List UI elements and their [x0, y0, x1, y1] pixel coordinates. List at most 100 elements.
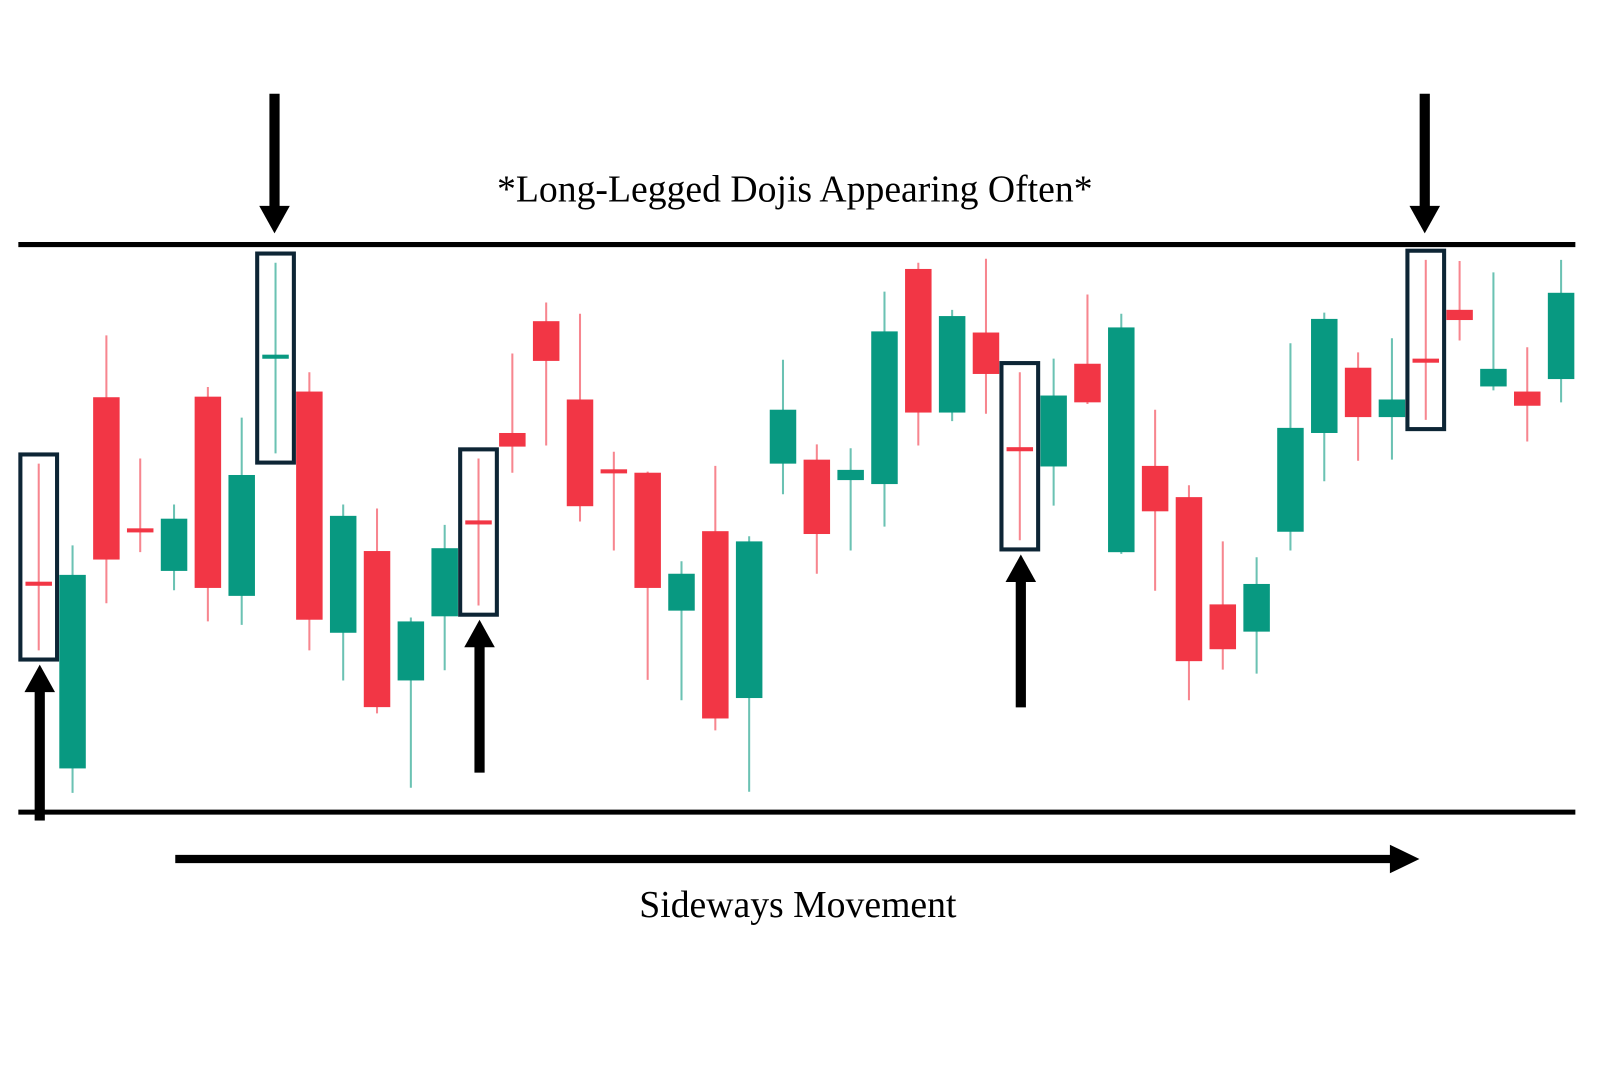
candle-bullish: [1378, 338, 1406, 460]
arrow-up-icon: [1005, 554, 1037, 708]
candle-bearish: [1514, 347, 1541, 442]
candle-body: [1378, 399, 1406, 418]
candle-bullish: [837, 448, 864, 551]
candle-body: [871, 331, 898, 485]
arrow-down-shaft: [269, 93, 280, 209]
candle-body: [905, 268, 932, 413]
doji-highlight-box: [18, 452, 60, 662]
candle-body: [1209, 604, 1237, 650]
candle-body: [735, 541, 763, 699]
arrow-up-head: [1005, 554, 1037, 583]
candle-bullish: [329, 504, 357, 681]
candle-bearish: [1446, 261, 1473, 341]
candle-bearish: [126, 458, 154, 553]
candle-body: [59, 574, 86, 769]
candle-body: [972, 332, 1000, 374]
candle-body: [1175, 497, 1203, 662]
candle-body: [25, 581, 52, 586]
arrow-down-head: [259, 205, 290, 234]
candle-bullish: [397, 617, 425, 788]
candle-body: [160, 518, 188, 571]
candle-bullish: [1040, 358, 1067, 506]
candle-body: [431, 548, 458, 617]
arrow-up-head: [24, 664, 56, 693]
arrow-up-icon: [24, 664, 56, 821]
candle-bullish: [938, 309, 966, 422]
candle-body: [938, 316, 966, 413]
candle-bullish: [59, 545, 86, 793]
candle-body: [769, 409, 797, 464]
candle-body: [499, 432, 526, 447]
candle-body: [1243, 583, 1270, 632]
candle-bearish: [363, 508, 391, 714]
candle-bullish: [431, 524, 458, 671]
arrow-down-icon: [259, 93, 290, 234]
candle-bullish: [1311, 312, 1338, 482]
candle-bearish: [25, 463, 52, 651]
candle-bearish: [702, 465, 729, 731]
sideways-arrow-head: [1389, 844, 1420, 874]
candle-bullish: [668, 561, 695, 701]
candle-bullish: [1277, 343, 1304, 551]
candle-body: [262, 354, 289, 359]
candle-body: [1074, 363, 1101, 403]
doji-highlight-box: [999, 361, 1041, 552]
candle-bearish: [1141, 409, 1169, 591]
sideways-arrow: [175, 844, 1420, 874]
arrow-up-head: [464, 619, 495, 648]
arrow-up-icon: [464, 619, 495, 773]
candle-bearish: [1412, 259, 1440, 420]
candle-bearish: [532, 302, 560, 446]
candle-bullish: [871, 291, 898, 527]
candle-body: [296, 391, 323, 620]
candle-body: [1108, 327, 1135, 553]
candles-group: [25, 258, 1575, 793]
candle-body: [1344, 367, 1372, 418]
candle-body: [126, 528, 154, 533]
candle-body: [1277, 427, 1304, 532]
candle-bearish: [1074, 294, 1101, 405]
chart-title: *Long-Legged Dojis Appearing Often*: [497, 169, 1093, 211]
candle-body: [566, 399, 594, 507]
candle-bearish: [600, 451, 628, 551]
candle-body: [803, 459, 831, 535]
candle-bullish: [1480, 272, 1507, 391]
doji-highlight-box: [458, 447, 499, 617]
candle-bearish: [905, 262, 932, 446]
candle-body: [194, 396, 222, 588]
arrow-down-shaft: [1419, 93, 1430, 209]
arrow-up-shaft: [34, 690, 45, 821]
candle-body: [397, 621, 425, 681]
candle-body: [465, 520, 492, 525]
candle-body: [1514, 391, 1541, 406]
x-axis-label: Sideways Movement: [639, 884, 957, 926]
candle-body: [532, 321, 560, 361]
candle-bullish: [262, 262, 289, 454]
candle-body: [1141, 465, 1169, 512]
candle-body: [1547, 292, 1575, 380]
candle-bullish: [228, 417, 255, 625]
candle-bearish: [634, 471, 661, 680]
candle-body: [228, 474, 255, 596]
candle-body: [837, 469, 864, 481]
candle-bullish: [1547, 259, 1575, 403]
arrow-up-shaft: [1015, 579, 1026, 708]
candle-bullish: [735, 536, 763, 792]
arrow-down-icon: [1409, 93, 1441, 234]
candle-body: [668, 573, 695, 611]
candle-body: [1006, 447, 1034, 452]
candle-bearish: [499, 353, 526, 473]
candle-bearish: [1344, 352, 1372, 461]
candle-body: [363, 551, 391, 708]
candle-bearish: [296, 372, 323, 651]
candle-body: [1311, 318, 1338, 433]
candle-bearish: [566, 313, 594, 522]
candle-body: [634, 472, 661, 588]
candle-body: [93, 397, 120, 560]
candle-body: [1480, 368, 1507, 387]
annotations-group: [18, 93, 1447, 821]
candle-body: [329, 515, 357, 633]
candle-body: [600, 469, 628, 474]
candle-bullish: [160, 504, 188, 591]
